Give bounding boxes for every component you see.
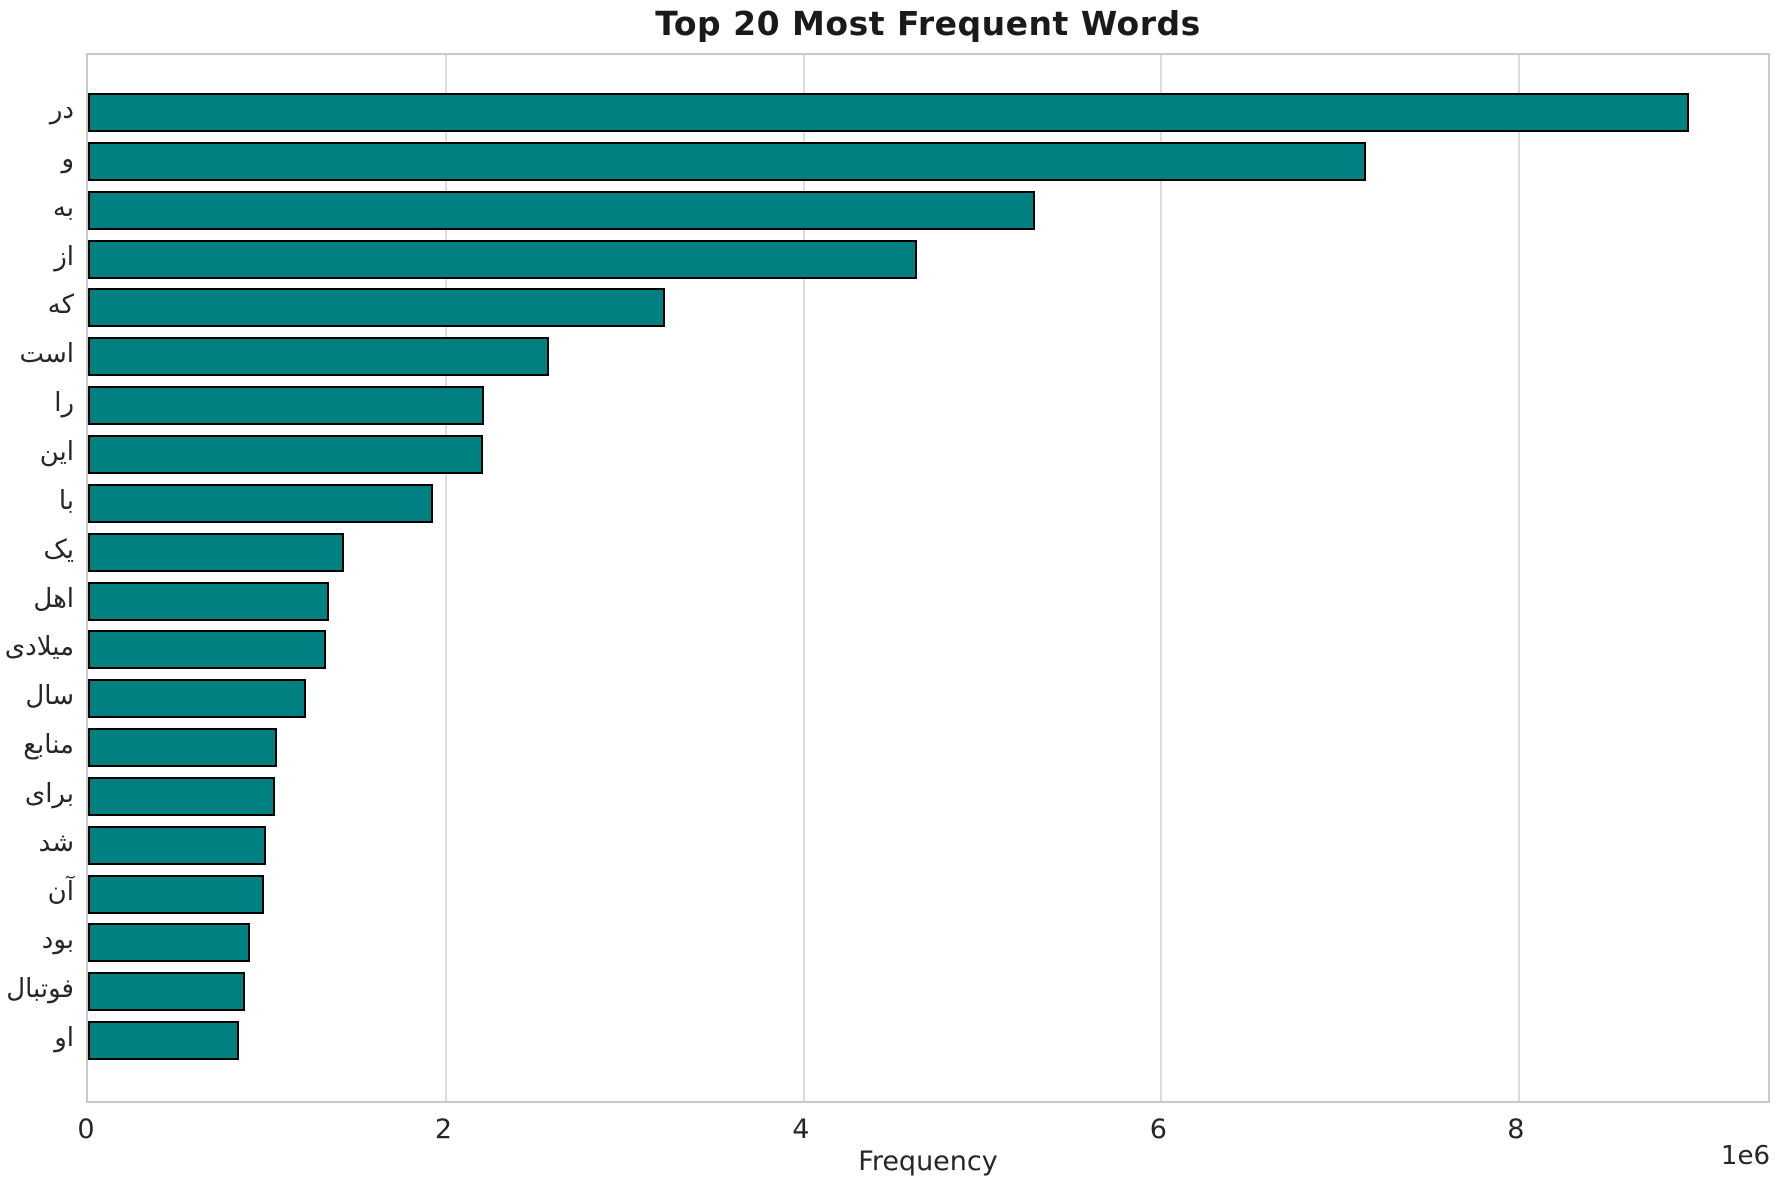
y-axis-labels: در و به از که است را این با یک اهل میلادی سال منابع بر… (0, 53, 74, 1103)
y-tick-label: از (54, 241, 74, 272)
bar-11 (88, 581, 330, 621)
bar-20 (88, 1021, 240, 1061)
bar-12 (88, 630, 326, 670)
bar-14 (88, 728, 277, 768)
y-tick-label: سال (25, 681, 74, 712)
y-tick-label: آن (47, 876, 74, 907)
y-tick-label: بود (41, 925, 74, 956)
bar-18 (88, 923, 250, 963)
bar-16 (88, 825, 266, 865)
bar-6 (88, 337, 550, 377)
bar-19 (88, 972, 246, 1012)
bar-8 (88, 434, 483, 474)
x-tick-label: 0 (77, 1114, 95, 1145)
x-tick-label: 8 (1507, 1114, 1525, 1145)
bar-17 (88, 874, 265, 914)
y-tick-label: در (49, 95, 74, 125)
y-tick-label: که (47, 290, 74, 321)
x-tick-label: 2 (434, 1114, 453, 1145)
gridline (1160, 55, 1163, 1101)
bar-5 (88, 288, 666, 328)
y-tick-label: و (61, 143, 74, 174)
bar-13 (88, 679, 307, 719)
bar-3 (88, 190, 1036, 230)
y-tick-label: میلادی (4, 632, 74, 663)
bar-7 (88, 386, 484, 426)
y-tick-label: با (58, 485, 74, 516)
y-tick-label: را (54, 388, 74, 419)
x-tick-label: 4 (792, 1114, 810, 1145)
chart-title: Top 20 Most Frequent Words (655, 4, 1201, 43)
axis-scale-offset: 1e6 (1720, 1141, 1770, 1171)
y-tick-label: اهل (33, 583, 74, 614)
x-axis-ticks: 0 2 4 6 8 (0, 1113, 1784, 1147)
bar-4 (88, 239, 918, 279)
bar-10 (88, 532, 344, 572)
y-tick-label: است (19, 339, 74, 370)
gridline (445, 55, 448, 1101)
gridline (1517, 55, 1520, 1101)
x-axis-title: Frequency (858, 1146, 998, 1177)
bar-1 (88, 93, 1690, 132)
y-tick-label: به (52, 192, 74, 223)
y-tick-label: فوتبال (6, 974, 74, 1005)
x-tick-label: 6 (1149, 1114, 1167, 1145)
y-tick-label: برای (24, 778, 74, 809)
y-tick-label: این (39, 436, 74, 467)
gridline (802, 55, 805, 1101)
y-tick-label: منابع (23, 730, 74, 761)
y-tick-label: یک (43, 534, 74, 565)
bar-9 (88, 483, 433, 523)
bar-15 (88, 776, 275, 816)
bar-2 (88, 141, 1366, 181)
y-tick-label: او (54, 1023, 74, 1054)
plot-area (86, 53, 1770, 1103)
y-tick-label: شد (38, 827, 74, 858)
